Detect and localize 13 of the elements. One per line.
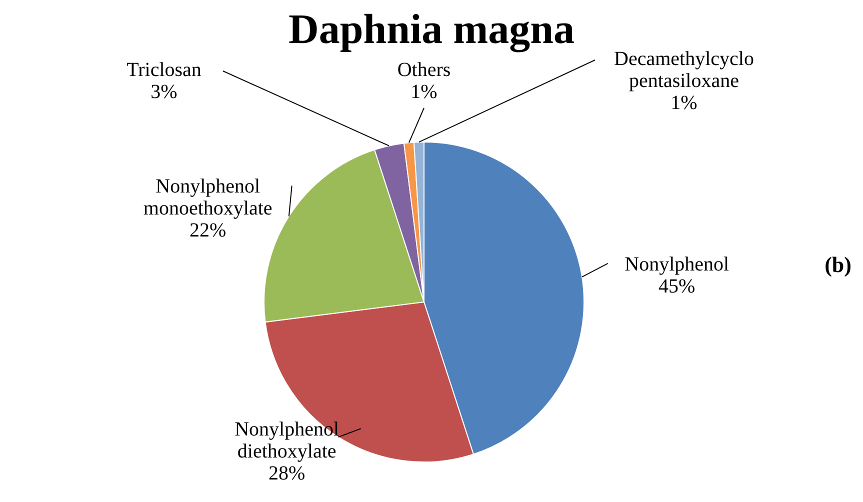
chart-title: Daphnia magna [288, 7, 574, 53]
slice-label: Nonylphenol [624, 253, 730, 276]
slice-label: Triclosan [126, 59, 202, 81]
text: (b) [824, 252, 852, 277]
data-label: 3% [150, 81, 178, 103]
data-label: 1% [670, 92, 698, 114]
data-label: 22% [190, 220, 226, 242]
slice-label: Others [397, 59, 451, 81]
data-label: 45% [658, 275, 696, 298]
data-label: 1% [410, 81, 438, 103]
slice-label: Nonylphenol monoethoxylate [143, 176, 272, 220]
slice-label: Decamethylcyclo pentasiloxane [614, 48, 754, 92]
data-label: 28% [268, 462, 306, 485]
